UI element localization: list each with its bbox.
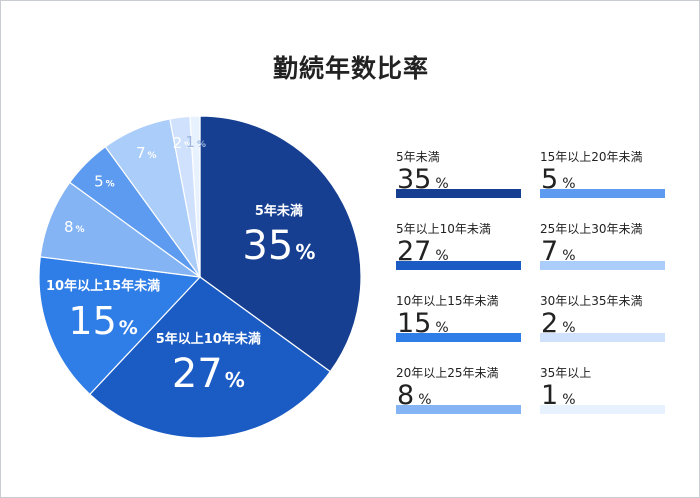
legend-swatch-5 bbox=[540, 261, 665, 270]
slice-value-label-5: 7% bbox=[136, 144, 157, 162]
legend-item-0: 5年未満 35% bbox=[396, 148, 521, 210]
legend-label-0: 5年未満 bbox=[396, 150, 440, 164]
legend-value-5: 7% bbox=[541, 236, 576, 267]
legend-value-3: 5% bbox=[541, 164, 576, 195]
legend-item-3: 15年以上20年未満 5% bbox=[540, 148, 665, 210]
legend-label-1: 5年以上10年未満 bbox=[396, 222, 491, 236]
legend-swatch-6 bbox=[540, 333, 665, 342]
legend-swatch-4 bbox=[396, 405, 521, 414]
slice-value-label-7: 1% bbox=[186, 133, 207, 151]
slice-category-label-0: 5年未満 bbox=[255, 203, 303, 219]
legend-item-1: 5年以上10年未満 27% bbox=[396, 220, 521, 282]
legend-item-2: 10年以上15年未満 15% bbox=[396, 292, 521, 354]
legend-swatch-3 bbox=[540, 189, 665, 198]
legend-value-6: 2% bbox=[541, 308, 576, 339]
legend-value-0: 35% bbox=[397, 164, 449, 195]
legend-value-7: 1% bbox=[541, 380, 576, 411]
slice-category-label-1: 5年以上10年未満 bbox=[156, 331, 261, 347]
legend-value-1: 27% bbox=[397, 236, 449, 267]
slice-value-label-1: 27% bbox=[172, 351, 245, 397]
legend-label-6: 30年以上35年未満 bbox=[540, 294, 643, 308]
slice-value-label-3: 5% bbox=[94, 172, 115, 190]
pie-slice-7 bbox=[189, 115, 201, 278]
legend-swatch-1 bbox=[396, 261, 521, 270]
legend-item-7: 35年以上 1% bbox=[540, 364, 665, 426]
legend-value-2: 15% bbox=[397, 308, 449, 339]
legend-label-3: 15年以上20年未満 bbox=[540, 150, 643, 164]
legend-item-6: 30年以上35年未満 2% bbox=[540, 292, 665, 354]
slice-value-label-4: 8% bbox=[64, 218, 85, 236]
slice-value-label-2: 15% bbox=[68, 299, 137, 343]
slice-category-label-2: 10年以上15年未満 bbox=[46, 278, 160, 294]
legend-label-2: 10年以上15年未満 bbox=[396, 294, 499, 308]
legend-value-4: 8% bbox=[397, 380, 432, 411]
pie-slice-2 bbox=[38, 256, 202, 396]
legend-swatch-0 bbox=[396, 189, 521, 198]
legend-label-7: 35年以上 bbox=[540, 366, 592, 380]
legend-item-5: 25年以上30年未満 7% bbox=[540, 220, 665, 282]
slice-value-label-0: 35% bbox=[242, 223, 315, 269]
pie-slice-1 bbox=[88, 276, 332, 439]
pie-slice-0 bbox=[199, 115, 362, 373]
legend-swatch-2 bbox=[396, 333, 521, 342]
legend-swatch-7 bbox=[540, 405, 665, 414]
legend-label-4: 20年以上25年未満 bbox=[396, 366, 499, 380]
slice-value-label-6: 2% bbox=[173, 134, 194, 152]
legend-label-5: 25年以上30年未満 bbox=[540, 222, 643, 236]
chart-title: 勤続年数比率 bbox=[272, 54, 429, 83]
legend-item-4: 20年以上25年未満 8% bbox=[396, 364, 521, 426]
